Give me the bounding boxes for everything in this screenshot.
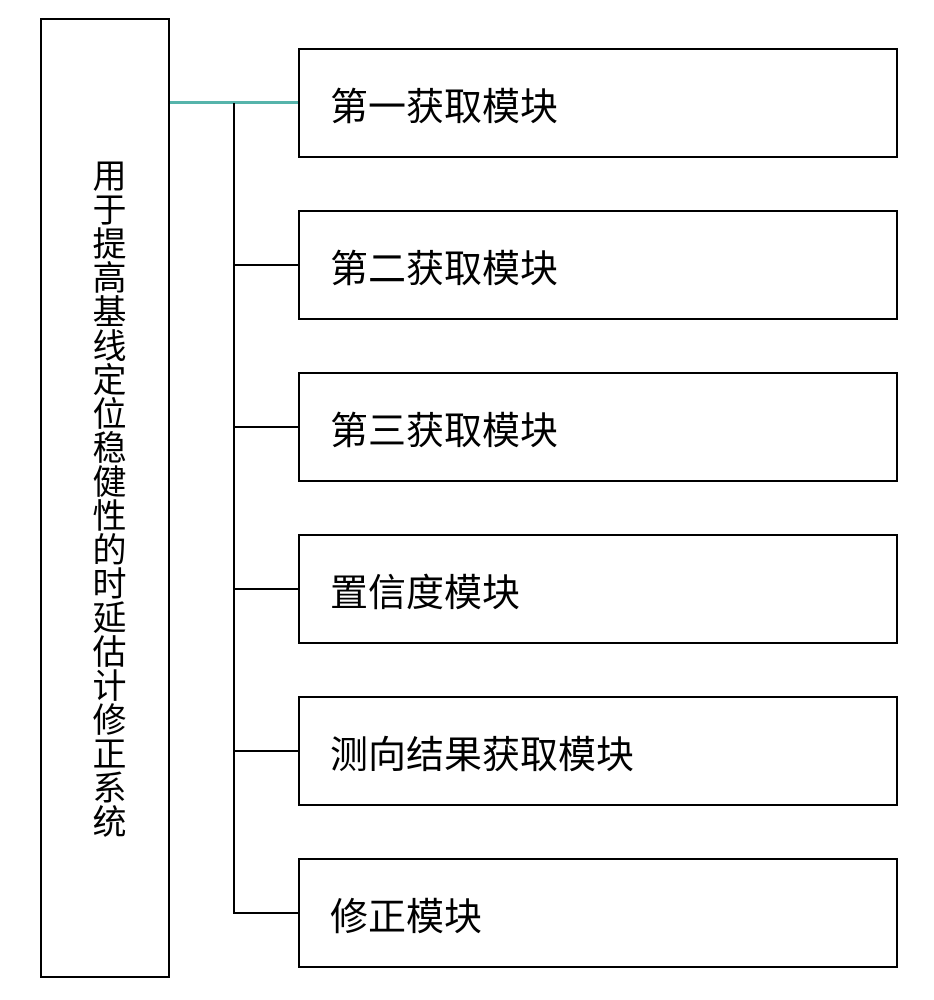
module-label: 第三获取模块 — [330, 400, 558, 455]
module-label: 置信度模块 — [330, 562, 520, 617]
module-box-6: 修正模块 — [298, 858, 898, 968]
stub-5 — [233, 750, 298, 752]
module-box-2: 第二获取模块 — [298, 210, 898, 320]
main-system-box: 用于提高基线定位稳健性的时延估计修正系统 — [40, 18, 170, 978]
main-system-label: 用于提高基线定位稳健性的时延估计修正系统 — [88, 158, 122, 838]
module-label: 第一获取模块 — [330, 76, 558, 131]
diagram-canvas: 用于提高基线定位稳健性的时延估计修正系统 第一获取模块 第二获取模块 第三获取模… — [0, 0, 934, 1000]
trunk-connector — [233, 103, 235, 914]
module-box-5: 测向结果获取模块 — [298, 696, 898, 806]
stub-2 — [233, 264, 298, 266]
stub-6 — [233, 912, 298, 914]
stub-4 — [233, 588, 298, 590]
module-box-4: 置信度模块 — [298, 534, 898, 644]
stub-3 — [233, 426, 298, 428]
module-label: 第二获取模块 — [330, 238, 558, 293]
module-label: 修正模块 — [330, 886, 482, 941]
module-box-1: 第一获取模块 — [298, 48, 898, 158]
module-label: 测向结果获取模块 — [330, 724, 634, 779]
module-box-3: 第三获取模块 — [298, 372, 898, 482]
